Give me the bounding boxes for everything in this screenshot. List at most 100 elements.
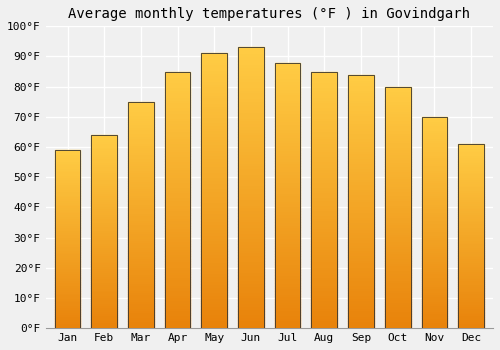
Bar [238, 266, 264, 269]
Bar [385, 222, 410, 224]
Bar [128, 176, 154, 179]
Bar [275, 288, 300, 291]
Bar [385, 130, 410, 133]
Bar [54, 275, 80, 276]
Bar [385, 318, 410, 321]
Bar [275, 230, 300, 232]
Bar [422, 168, 447, 170]
Bar [202, 218, 227, 221]
Bar [128, 199, 154, 201]
Bar [385, 87, 410, 89]
Bar [275, 251, 300, 254]
Bar [165, 208, 190, 210]
Bar [165, 174, 190, 177]
Bar [348, 120, 374, 123]
Bar [385, 309, 410, 311]
Bar [165, 82, 190, 84]
Bar [385, 145, 410, 147]
Bar [128, 163, 154, 165]
Bar [92, 286, 117, 288]
Bar [275, 198, 300, 201]
Bar [54, 164, 80, 166]
Bar [275, 137, 300, 140]
Bar [312, 84, 337, 87]
Bar [92, 156, 117, 158]
Bar [165, 313, 190, 315]
Bar [348, 125, 374, 128]
Bar [128, 208, 154, 210]
Bar [92, 174, 117, 176]
Bar [348, 95, 374, 97]
Bar [348, 171, 374, 174]
Bar [312, 133, 337, 136]
Bar [165, 261, 190, 264]
Bar [348, 103, 374, 105]
Bar [92, 152, 117, 154]
Bar [348, 234, 374, 237]
Bar [165, 154, 190, 156]
Bar [238, 76, 264, 78]
Bar [458, 214, 484, 216]
Bar [348, 217, 374, 219]
Bar [128, 186, 154, 188]
Bar [458, 244, 484, 245]
Bar [128, 299, 154, 301]
Bar [202, 158, 227, 161]
Bar [458, 188, 484, 190]
Bar [458, 146, 484, 148]
Bar [275, 296, 300, 299]
Bar [165, 248, 190, 251]
Bar [202, 84, 227, 86]
Bar [238, 297, 264, 300]
Bar [165, 200, 190, 202]
Bar [458, 314, 484, 315]
Bar [385, 241, 410, 244]
Bar [202, 149, 227, 152]
Bar [348, 110, 374, 113]
Bar [458, 321, 484, 323]
Bar [92, 141, 117, 143]
Bar [385, 118, 410, 120]
Bar [128, 124, 154, 127]
Bar [422, 119, 447, 121]
Bar [92, 147, 117, 148]
Bar [238, 283, 264, 286]
Bar [385, 157, 410, 159]
Bar [385, 289, 410, 292]
Bar [312, 236, 337, 238]
Bar [458, 183, 484, 184]
Bar [165, 287, 190, 290]
Bar [165, 156, 190, 159]
Bar [348, 80, 374, 82]
Bar [312, 287, 337, 290]
Bar [238, 151, 264, 154]
Bar [422, 318, 447, 320]
Bar [422, 260, 447, 263]
Bar [165, 279, 190, 282]
Bar [202, 54, 227, 328]
Bar [312, 223, 337, 225]
Bar [312, 272, 337, 274]
Bar [92, 212, 117, 214]
Bar [458, 288, 484, 289]
Bar [128, 113, 154, 116]
Bar [458, 240, 484, 242]
Bar [92, 299, 117, 301]
Bar [54, 246, 80, 248]
Bar [128, 292, 154, 294]
Bar [92, 181, 117, 183]
Bar [92, 309, 117, 311]
Bar [312, 100, 337, 102]
Bar [385, 123, 410, 125]
Bar [458, 293, 484, 295]
Bar [54, 248, 80, 250]
Bar [385, 278, 410, 280]
Bar [422, 201, 447, 203]
Bar [54, 225, 80, 227]
Bar [312, 215, 337, 218]
Bar [312, 167, 337, 169]
Bar [312, 261, 337, 264]
Bar [312, 292, 337, 295]
Bar [202, 303, 227, 306]
Bar [458, 144, 484, 146]
